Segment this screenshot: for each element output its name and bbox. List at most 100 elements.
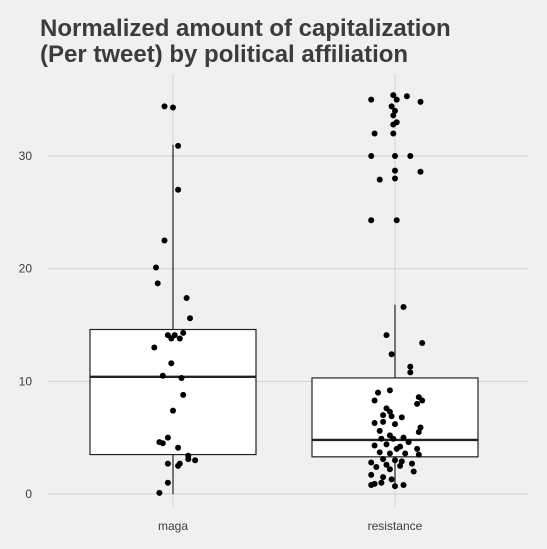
data-point-resistance-36	[388, 413, 395, 420]
data-point-resistance-16	[417, 168, 424, 175]
y-tick-label-0: 0	[25, 487, 32, 501]
data-point-resistance-22	[383, 332, 390, 339]
data-point-resistance-42	[415, 429, 422, 436]
data-point-resistance-3	[393, 96, 400, 103]
data-point-resistance-9	[390, 121, 397, 128]
data-point-resistance-14	[407, 153, 414, 159]
data-point-resistance-40	[392, 421, 398, 428]
data-point-maga-2	[175, 142, 182, 149]
data-point-resistance-34	[386, 408, 393, 415]
data-point-resistance-57	[415, 451, 422, 458]
data-point-maga-1	[170, 104, 176, 111]
jitter-points	[151, 92, 426, 496]
data-point-resistance-55	[386, 450, 393, 457]
data-point-resistance-37	[398, 414, 405, 421]
data-point-maga-20	[164, 434, 171, 441]
data-point-resistance-47	[390, 435, 397, 442]
data-point-maga-3	[175, 186, 182, 193]
boxes	[89, 144, 479, 494]
data-point-resistance-6	[392, 107, 398, 114]
data-point-maga-8	[187, 315, 193, 322]
data-point-resistance-35	[380, 412, 387, 419]
data-point-resistance-70	[388, 476, 395, 483]
data-point-maga-9	[180, 329, 187, 336]
data-point-maga-25	[185, 456, 192, 463]
data-point-maga-0	[161, 103, 168, 110]
data-point-maga-13	[168, 335, 175, 342]
data-point-resistance-61	[368, 459, 375, 466]
data-point-resistance-66	[410, 468, 417, 475]
data-point-resistance-20	[393, 217, 400, 224]
data-point-resistance-30	[419, 397, 426, 404]
data-point-maga-16	[159, 372, 166, 379]
data-point-resistance-28	[375, 389, 381, 396]
data-point-resistance-69	[380, 474, 387, 481]
data-point-maga-18	[180, 391, 187, 398]
data-point-resistance-63	[409, 460, 415, 467]
box-maga	[89, 328, 257, 456]
data-point-resistance-25	[407, 363, 414, 370]
data-point-resistance-27	[386, 387, 393, 394]
data-point-resistance-45	[400, 434, 407, 441]
data-point-resistance-23	[419, 340, 426, 347]
data-point-maga-23	[175, 444, 182, 451]
data-point-resistance-26	[407, 369, 414, 376]
data-point-resistance-38	[371, 420, 378, 427]
data-point-resistance-68	[368, 471, 375, 478]
data-point-resistance-58	[380, 456, 387, 463]
data-point-resistance-39	[380, 418, 387, 425]
data-point-resistance-49	[383, 441, 390, 448]
data-point-resistance-18	[376, 176, 383, 183]
box-resistance	[311, 377, 479, 458]
data-point-resistance-2	[403, 93, 410, 100]
data-point-resistance-56	[402, 450, 409, 457]
x-axis-tick-labels: maga resistance	[158, 519, 423, 533]
y-tick-label-30: 30	[19, 149, 33, 163]
data-point-resistance-73	[368, 481, 375, 488]
y-tick-label-20: 20	[19, 262, 33, 276]
y-axis-tick-labels: 0 10 20 30	[19, 149, 33, 501]
data-point-resistance-5	[388, 103, 395, 110]
data-point-resistance-10	[390, 130, 397, 137]
data-point-maga-22	[159, 440, 166, 447]
x-tick-label-maga: maga	[158, 519, 188, 533]
x-tick-label-resistance: resistance	[368, 519, 423, 533]
data-point-maga-12	[176, 335, 183, 342]
data-point-maga-5	[153, 264, 159, 271]
data-point-resistance-54	[376, 449, 383, 456]
data-point-resistance-59	[392, 457, 398, 464]
data-point-resistance-24	[388, 351, 395, 358]
data-point-resistance-31	[414, 400, 421, 407]
data-point-resistance-41	[417, 424, 424, 431]
data-point-resistance-60	[398, 458, 405, 465]
data-point-maga-6	[154, 280, 161, 287]
data-point-resistance-21	[400, 303, 407, 310]
chart-title-line-2: (Per tweet) by political affiliation	[40, 41, 408, 68]
data-point-resistance-12	[368, 153, 375, 159]
y-tick-label-10: 10	[19, 374, 33, 388]
data-point-resistance-15	[392, 167, 398, 174]
data-point-maga-29	[175, 462, 182, 469]
data-point-maga-26	[192, 457, 199, 464]
data-point-resistance-51	[371, 442, 378, 449]
data-point-resistance-1	[390, 92, 397, 99]
data-point-resistance-11	[371, 130, 378, 137]
data-point-maga-17	[178, 374, 185, 381]
data-point-maga-14	[151, 344, 158, 351]
data-point-resistance-4	[417, 98, 424, 105]
data-point-resistance-48	[405, 439, 412, 446]
data-point-maga-7	[183, 294, 190, 301]
data-point-resistance-13	[392, 153, 398, 159]
data-point-resistance-53	[414, 445, 421, 452]
data-point-resistance-17	[392, 175, 398, 182]
data-point-resistance-43	[376, 427, 383, 434]
data-point-maga-30	[164, 479, 171, 486]
data-point-resistance-46	[378, 435, 385, 442]
data-point-resistance-65	[373, 463, 380, 470]
data-point-resistance-75	[392, 483, 398, 490]
data-point-maga-4	[161, 237, 168, 244]
data-point-resistance-0	[368, 96, 375, 103]
data-point-resistance-19	[368, 217, 375, 224]
